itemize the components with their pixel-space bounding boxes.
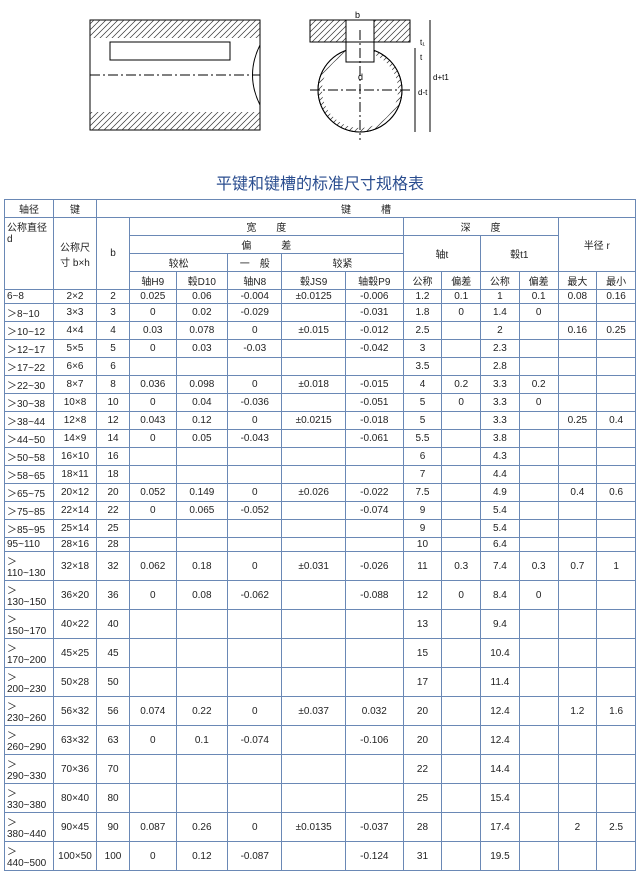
- h-h9: 轴H9: [130, 272, 177, 290]
- table-row: ＞85~9525×142595.4: [5, 520, 636, 538]
- table-title: 平键和键槽的标准尺寸规格表: [0, 170, 640, 194]
- h-normal: 一 般: [228, 254, 282, 272]
- h-p9: 轴毂P9: [345, 272, 403, 290]
- table-row: ＞110~13032×18320.0620.180±0.031-0.026110…: [5, 552, 636, 581]
- h-nominal-dia: 公称直径 d: [5, 218, 54, 290]
- h-b: b: [97, 218, 130, 290]
- table-row: ＞260~29063×326300.1-0.074-0.1062012.4: [5, 726, 636, 755]
- h-tol: 偏 差: [130, 236, 404, 254]
- table-row: ＞50~5816×101664.3: [5, 448, 636, 466]
- svg-text:d: d: [358, 72, 363, 82]
- h-tight: 较紧: [282, 254, 403, 272]
- h-depth: 深 度: [403, 218, 558, 236]
- h-shaft-t: 轴t: [403, 236, 480, 272]
- h-shaft-dia: 轴径: [5, 200, 54, 218]
- table-row: ＞290~33070×36702214.4: [5, 755, 636, 784]
- table-row: ＞150~17040×2240139.4: [5, 610, 636, 639]
- svg-text:t₁: t₁: [420, 38, 425, 47]
- h-js9: 毂JS9: [282, 272, 346, 290]
- table-row: 95~11028×1628106.4: [5, 538, 636, 552]
- technical-diagram: d b d-t d+t1 t₁ t: [50, 10, 640, 160]
- h-width: 宽 度: [130, 218, 404, 236]
- svg-text:b: b: [355, 10, 360, 20]
- table-row: ＞8~103×3300.02-0.029-0.0311.801.40: [5, 304, 636, 322]
- table-row: ＞330~38080×40802515.4: [5, 784, 636, 813]
- table-row: ＞17~226×663.52.8: [5, 358, 636, 376]
- h-dev1: 偏差: [442, 272, 481, 290]
- table-row: ＞130~15036×203600.08-0.062-0.0881208.40: [5, 581, 636, 610]
- h-nominal-size: 公称尺寸 b×h: [54, 218, 97, 290]
- table-row: ＞58~6518×111874.4: [5, 466, 636, 484]
- spec-table: 轴径 键 键 槽 公称直径 d 公称尺寸 b×h b 宽 度 深 度 半径 r …: [4, 199, 636, 871]
- h-loose: 较松: [130, 254, 228, 272]
- svg-text:d-t: d-t: [418, 88, 428, 97]
- h-dev2: 偏差: [519, 272, 558, 290]
- table-row: ＞12~175×5500.03-0.03-0.04232.3: [5, 340, 636, 358]
- table-row: ＞38~4412×8120.0430.120±0.0215-0.01853.30…: [5, 412, 636, 430]
- h-slot: 键 槽: [97, 200, 636, 218]
- h-max: 最大: [558, 272, 597, 290]
- table-row: ＞380~44090×45900.0870.260±0.0135-0.03728…: [5, 813, 636, 842]
- table-row: ＞170~20045×25451510.4: [5, 639, 636, 668]
- table-row: ＞440~500100×5010000.12-0.087-0.1243119.5: [5, 842, 636, 871]
- table-row: ＞22~308×780.0360.0980±0.018-0.01540.23.3…: [5, 376, 636, 394]
- table-row: ＞65~7520×12200.0520.1490±0.026-0.0227.54…: [5, 484, 636, 502]
- svg-text:d+t1: d+t1: [433, 73, 449, 82]
- h-nom2: 公称: [481, 272, 520, 290]
- h-radius: 半径 r: [558, 218, 636, 272]
- table-row: ＞200~23050×28501711.4: [5, 668, 636, 697]
- table-row: 6~82×220.0250.06-0.004±0.0125-0.0061.20.…: [5, 290, 636, 304]
- h-min: 最小: [597, 272, 636, 290]
- h-hub-t1: 毂t1: [481, 236, 558, 272]
- h-n8: 轴N8: [228, 272, 282, 290]
- h-nom1: 公称: [403, 272, 442, 290]
- h-key: 键: [54, 200, 97, 218]
- svg-text:t: t: [420, 53, 423, 62]
- table-row: ＞10~124×440.030.0780±0.015-0.0122.520.16…: [5, 322, 636, 340]
- h-d10: 毂D10: [176, 272, 228, 290]
- table-row: ＞44~5014×91400.05-0.043-0.0615.53.8: [5, 430, 636, 448]
- table-row: ＞230~26056×32560.0740.220±0.0370.0322012…: [5, 697, 636, 726]
- table-row: ＞30~3810×81000.04-0.036-0.051503.30: [5, 394, 636, 412]
- table-row: ＞75~8522×142200.065-0.052-0.07495.4: [5, 502, 636, 520]
